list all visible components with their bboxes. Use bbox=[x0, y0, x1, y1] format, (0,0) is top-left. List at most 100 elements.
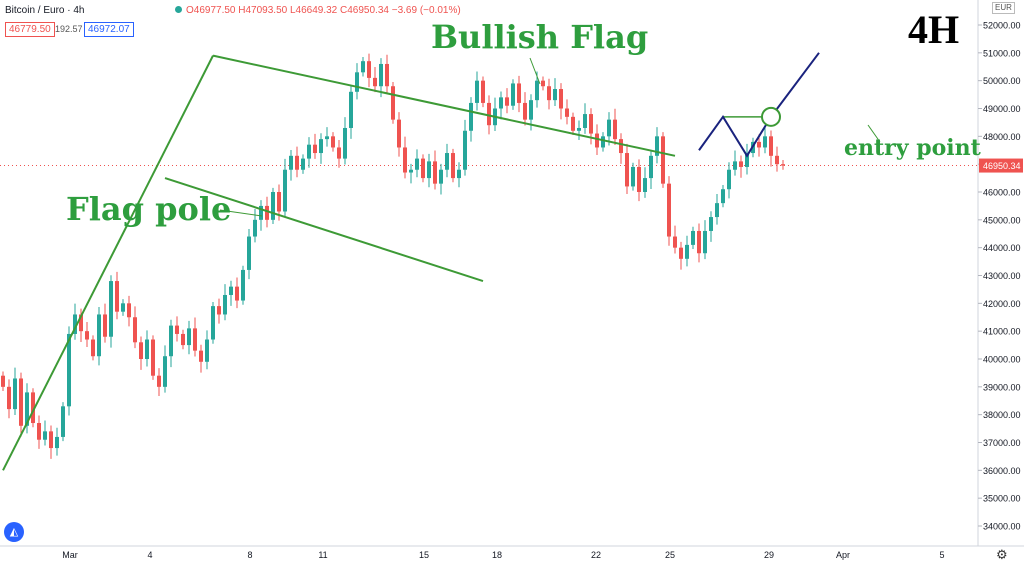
entry-projection-path bbox=[698, 52, 820, 158]
candle-body bbox=[175, 325, 179, 334]
candle-body bbox=[457, 169, 461, 179]
candle-body bbox=[583, 114, 587, 128]
candle-body bbox=[703, 230, 707, 254]
candle-body bbox=[649, 155, 653, 179]
candle-body bbox=[553, 89, 557, 101]
candle-body bbox=[433, 161, 437, 184]
price-tick-label: 42000.00 bbox=[983, 299, 1021, 309]
spread-value: 192.57 bbox=[55, 24, 83, 34]
candle-body bbox=[775, 155, 779, 165]
candle-body bbox=[7, 386, 11, 410]
candle-body bbox=[205, 339, 209, 362]
candle-body bbox=[79, 314, 83, 332]
price-tick-label: 34000.00 bbox=[983, 522, 1021, 532]
candle-body bbox=[373, 77, 377, 87]
pattern-lines-layer bbox=[2, 52, 881, 471]
candle-body bbox=[43, 431, 47, 440]
ohlc-values: O46977.50 H47093.50 L46649.32 C46950.34 … bbox=[186, 5, 461, 16]
candle-body bbox=[619, 139, 623, 154]
candle-body bbox=[163, 356, 167, 387]
tradingview-logo-icon[interactable]: ◭ bbox=[4, 522, 24, 542]
candle-body bbox=[655, 136, 659, 156]
candle-body bbox=[577, 127, 581, 131]
settings-gear-icon[interactable]: ⚙ bbox=[996, 547, 1008, 562]
last-price-label: 46950.34 bbox=[983, 161, 1021, 171]
time-tick-label: 22 bbox=[591, 550, 601, 560]
candle-body bbox=[409, 169, 413, 173]
time-tick-label: 8 bbox=[247, 550, 252, 560]
candle-body bbox=[325, 136, 329, 140]
candle-body bbox=[367, 61, 371, 78]
candle-body bbox=[361, 61, 365, 73]
flag-pole-line bbox=[2, 55, 214, 471]
candle-body bbox=[709, 217, 713, 231]
candle-body bbox=[613, 119, 617, 140]
candle-body bbox=[685, 244, 689, 259]
buy-price-box[interactable]: 46972.07 bbox=[84, 22, 134, 37]
candle-body bbox=[589, 114, 593, 134]
entry-point-circle bbox=[761, 106, 781, 127]
candle-body bbox=[31, 392, 35, 424]
candle-body bbox=[49, 431, 53, 449]
candle-body bbox=[661, 136, 665, 184]
symbol-title[interactable]: Bitcoin / Euro · 4h bbox=[5, 5, 85, 16]
candle-body bbox=[187, 328, 191, 346]
candle-body bbox=[277, 192, 281, 212]
candle-body bbox=[265, 205, 269, 220]
candle-body bbox=[301, 158, 305, 170]
ohlc-readout: O46977.50 H47093.50 L46649.32 C46950.34 … bbox=[175, 5, 461, 16]
time-tick-label: Mar bbox=[62, 550, 78, 560]
time-tick-label: Apr bbox=[836, 550, 850, 560]
candle-body bbox=[547, 86, 551, 101]
candle-body bbox=[571, 116, 575, 131]
candle-body bbox=[691, 230, 695, 245]
currency-label[interactable]: EUR bbox=[992, 2, 1015, 14]
candle-body bbox=[643, 178, 647, 192]
candle-body bbox=[565, 108, 569, 117]
candle-body bbox=[97, 314, 101, 357]
candle-body bbox=[37, 423, 41, 440]
last-price-tag bbox=[979, 158, 1023, 173]
candle-body bbox=[25, 392, 29, 426]
candle-body bbox=[475, 80, 479, 103]
sell-price-box[interactable]: 46779.50 bbox=[5, 22, 55, 37]
candle-body bbox=[379, 63, 383, 87]
price-tick-label: 35000.00 bbox=[983, 494, 1021, 504]
price-tick-label: 45000.00 bbox=[983, 215, 1021, 225]
price-tick-label: 40000.00 bbox=[983, 355, 1021, 365]
candle-body bbox=[319, 139, 323, 154]
candle-body bbox=[667, 183, 671, 237]
candle-body bbox=[439, 169, 443, 184]
candle-body bbox=[115, 281, 119, 312]
candle-body bbox=[505, 97, 509, 106]
candle-body bbox=[139, 342, 143, 359]
candle-body bbox=[73, 314, 77, 334]
candle-body bbox=[745, 153, 749, 167]
candle-body bbox=[223, 294, 227, 315]
time-tick-label: 18 bbox=[492, 550, 502, 560]
candle-body bbox=[625, 153, 629, 187]
candle-body bbox=[313, 144, 317, 154]
price-tick-label: 39000.00 bbox=[983, 382, 1021, 392]
candle-body bbox=[637, 166, 641, 192]
candle-body bbox=[769, 136, 773, 156]
candle-body bbox=[85, 331, 89, 340]
price-tick-label: 50000.00 bbox=[983, 76, 1021, 86]
candle-body bbox=[715, 203, 719, 218]
candle-body bbox=[199, 350, 203, 362]
candle-body bbox=[763, 136, 767, 148]
bullish-flag-label: Bullish Flag bbox=[431, 18, 649, 56]
time-tick-label: 29 bbox=[764, 550, 774, 560]
candle-body bbox=[247, 236, 251, 270]
candle-body bbox=[739, 161, 743, 167]
candle-body bbox=[673, 236, 677, 248]
candle-body bbox=[733, 161, 737, 170]
candle-body bbox=[193, 328, 197, 351]
candle-body bbox=[169, 325, 173, 357]
price-tick-label: 38000.00 bbox=[983, 410, 1021, 420]
candle-body bbox=[91, 339, 95, 357]
price-tick-label: 46000.00 bbox=[983, 188, 1021, 198]
candle-body bbox=[259, 205, 263, 220]
price-tick-label: 37000.00 bbox=[983, 438, 1021, 448]
